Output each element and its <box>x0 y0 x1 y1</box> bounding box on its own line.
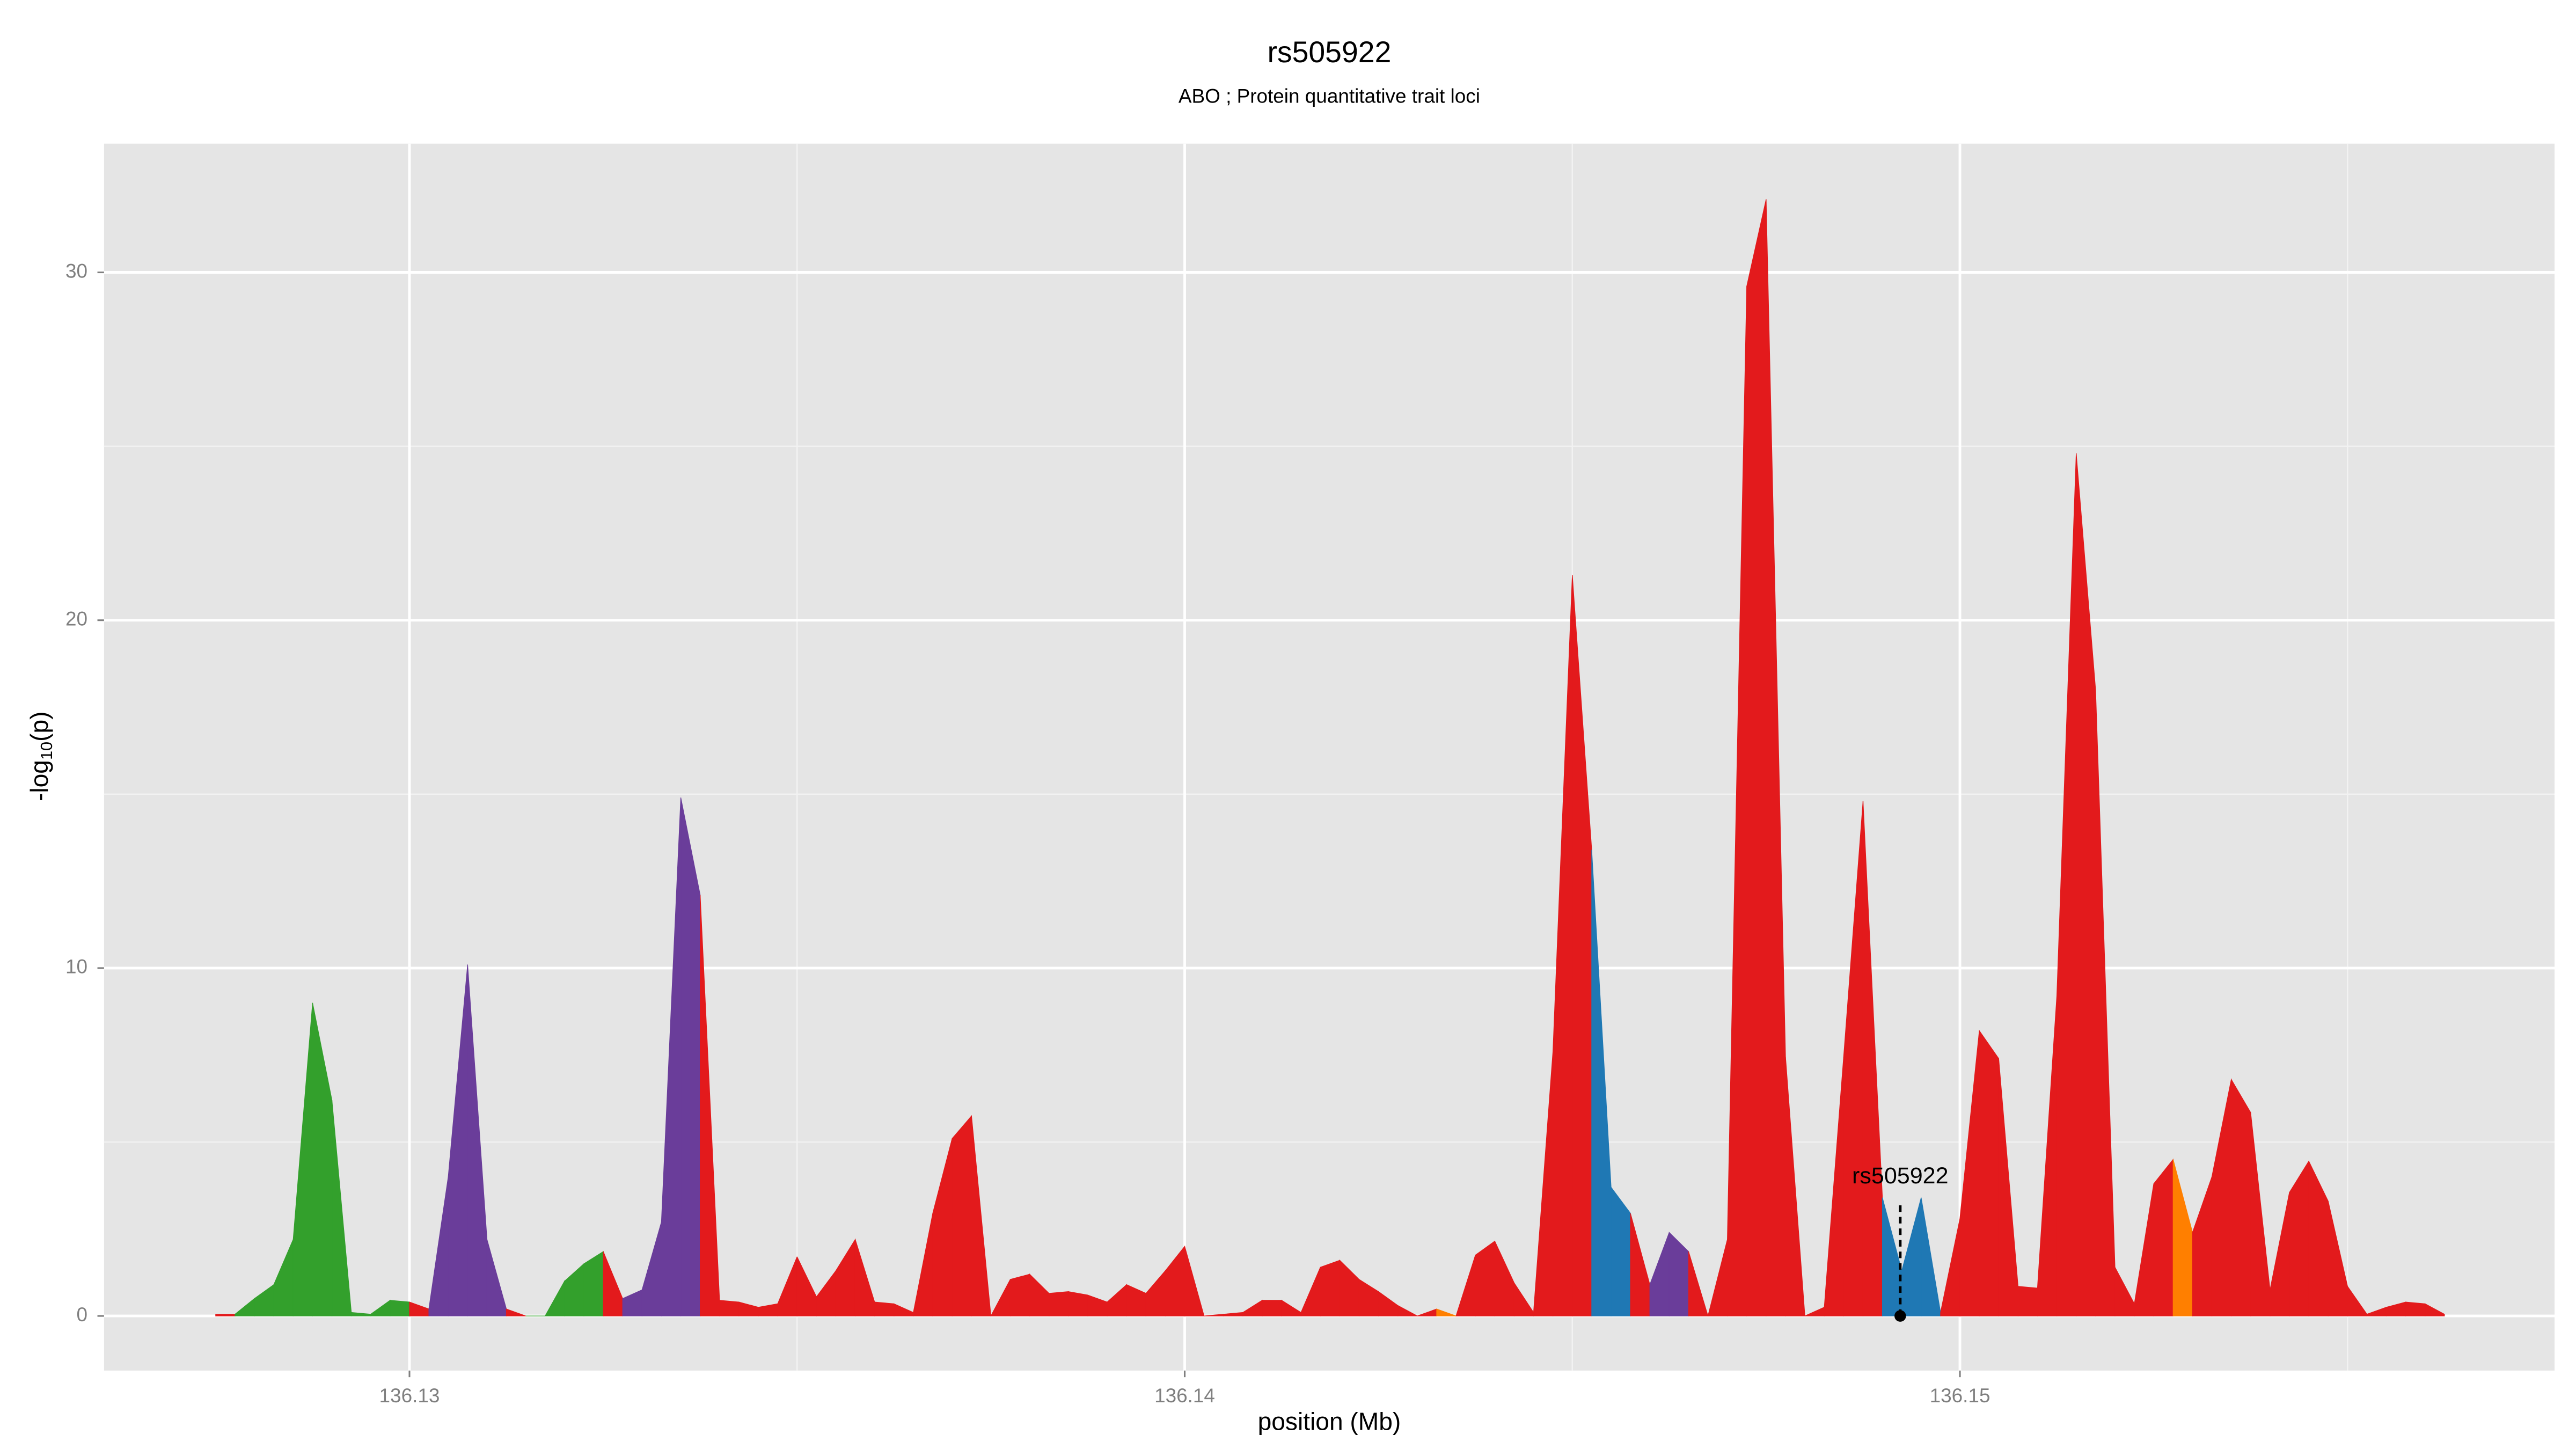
y-axis-title-main: -log <box>25 760 53 801</box>
area-segment <box>506 1308 526 1316</box>
plot-panel <box>104 143 2555 1371</box>
x-axis-title: position (Mb) <box>1258 1407 1401 1435</box>
y-tick-label: 30 <box>65 260 87 282</box>
highlight-point <box>1894 1310 1906 1322</box>
area-segment <box>1436 1308 1457 1316</box>
area-segment <box>390 1300 410 1316</box>
area-segment <box>2425 1303 2445 1316</box>
area-segment <box>1785 1057 1805 1316</box>
area-segment <box>1009 1274 1030 1316</box>
area-segment <box>2231 1078 2251 1316</box>
highlight-label: rs505922 <box>1852 1163 1949 1189</box>
chart-title: rs505922 <box>1267 35 1391 69</box>
area-segment <box>1746 199 1767 1316</box>
area-segment <box>719 1300 740 1316</box>
area-segment <box>1068 1291 1088 1316</box>
x-tick-label: 136.15 <box>1930 1385 1990 1407</box>
chart-subtitle: ABO ; Protein quantitative trait loci <box>1179 85 1480 107</box>
x-tick-label: 136.14 <box>1154 1385 1215 1407</box>
area-segment <box>2153 1158 2174 1316</box>
area-segment <box>1320 1260 1341 1316</box>
y-axis-title: -log10(p) <box>25 711 56 801</box>
area-segment <box>874 1301 895 1316</box>
area-segment <box>1979 1029 1999 1316</box>
area-segment <box>971 1116 992 1316</box>
area-segment <box>1397 1305 1418 1316</box>
area-segment <box>1262 1300 1282 1316</box>
area-segment <box>952 1115 972 1316</box>
y-tick-label: 10 <box>65 956 87 978</box>
area-segment <box>2017 1286 2038 1316</box>
y-axis-title-suffix: (p) <box>25 711 53 741</box>
y-tick-label: 0 <box>77 1304 88 1326</box>
area-segment <box>1049 1291 1069 1316</box>
y-tick-label: 20 <box>65 608 87 630</box>
area-segment <box>1688 1251 1709 1316</box>
area-segment <box>215 1314 236 1316</box>
area-segment <box>1184 1246 1205 1316</box>
area-segment <box>2405 1301 2426 1316</box>
x-tick-label: 136.13 <box>379 1385 440 1407</box>
y-axis-title-sub: 10 <box>37 742 56 760</box>
